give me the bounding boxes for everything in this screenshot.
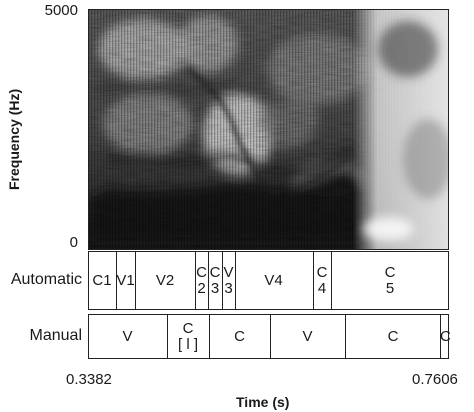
- x-tick-end: 0.7606: [412, 371, 458, 388]
- y-tick-max: 5000: [44, 2, 78, 19]
- x-axis-label: Time (s): [236, 394, 290, 410]
- x-tick-start: 0.3382: [66, 371, 112, 388]
- tier-automatic: [88, 251, 449, 310]
- y-tick-min: 0: [69, 234, 78, 251]
- tier-label-automatic: Automatic: [10, 271, 82, 288]
- tier-label-manual: Manual: [29, 327, 82, 344]
- tier-manual: [88, 314, 449, 359]
- y-axis-label: Frequency (Hz): [6, 88, 22, 190]
- spectrogram: [88, 9, 449, 250]
